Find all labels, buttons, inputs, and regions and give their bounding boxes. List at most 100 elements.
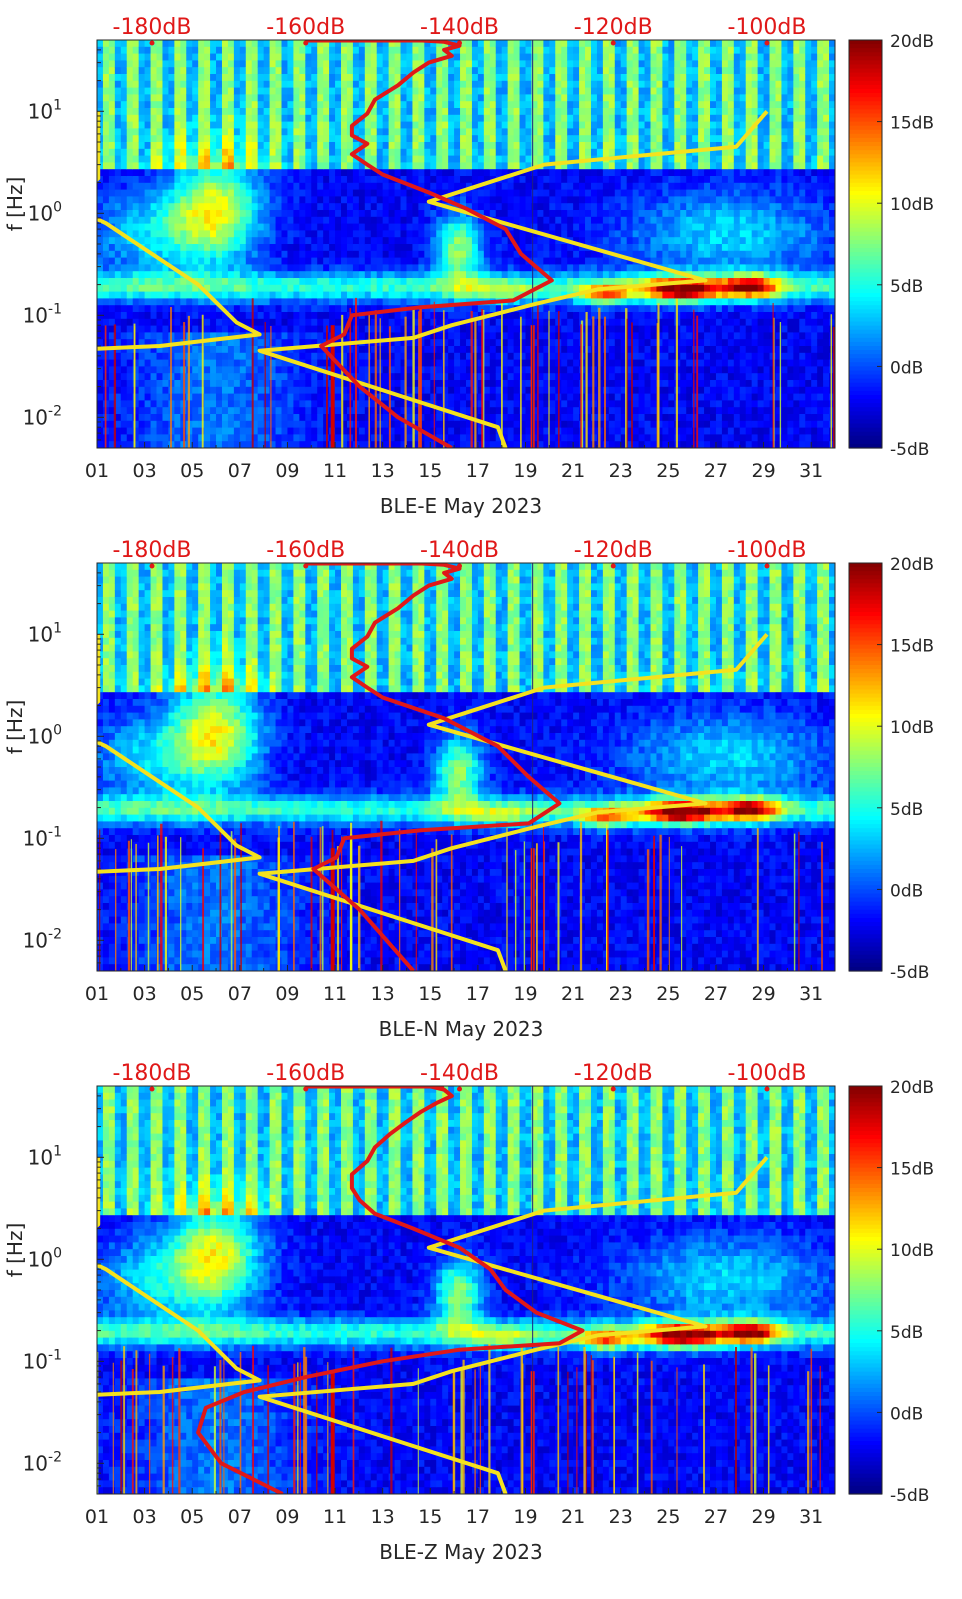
psd-line: [196, 1086, 585, 1494]
psd-line: [305, 40, 554, 448]
x-tick-label: 19: [513, 460, 537, 482]
top-axis-db-label: -140dB: [420, 538, 499, 563]
high-noise-model-line: [257, 632, 769, 971]
top-axis-db-label: -100dB: [728, 1061, 807, 1086]
top-axis-db-label: -100dB: [728, 538, 807, 563]
top-axis-db-label: -160dB: [266, 15, 345, 40]
top-axis-db-label: -140dB: [420, 15, 499, 40]
x-tick-label: 03: [133, 460, 157, 482]
psd-line: [305, 563, 562, 971]
x-tick-label: 07: [228, 983, 252, 1005]
panel-ble-z: 01 03 05 07 09 11 13 15 17 19 21 23 25 27 29 31 10-2 10-1…: [3, 1061, 934, 1564]
colorbar-tick-label: 10dB: [890, 195, 934, 215]
y-tick-label: 101: [28, 620, 62, 646]
x-tick-label: 23: [609, 983, 633, 1005]
low-noise-model-line: [97, 111, 262, 351]
x-tick-label: 13: [371, 460, 395, 482]
x-tick-label: 01: [85, 1506, 109, 1528]
x-tick-label: 07: [228, 460, 252, 482]
x-tick-label: 11: [323, 460, 347, 482]
top-axis-db-label: -180dB: [113, 538, 192, 563]
x-tick-label: 27: [704, 460, 728, 482]
colorbar: 20dB 15dB 10dB 5dB 0dB -5dB: [848, 32, 934, 460]
y-tick-label: 100: [28, 722, 62, 748]
y-axis-label: f [Hz]: [3, 700, 27, 755]
colorbar-tick-label: 15dB: [890, 637, 934, 657]
x-tick-label: 31: [799, 460, 823, 482]
x-tick-label: 17: [466, 1506, 490, 1528]
x-tick-label: 23: [609, 460, 633, 482]
low-noise-model-line: [97, 634, 262, 874]
top-axis-db-label: -160dB: [266, 538, 345, 563]
y-tick-label: 10-1: [23, 1347, 62, 1373]
colorbar-tick-label: 10dB: [890, 1241, 934, 1261]
x-tick-label: 31: [799, 983, 823, 1005]
x-tick-label: 13: [371, 1506, 395, 1528]
y-axis-label: f [Hz]: [3, 177, 27, 232]
high-noise-model-line: [257, 109, 769, 448]
y-tick-label: 10-2: [23, 403, 62, 429]
x-axis-label: BLE-E May 2023: [380, 494, 542, 518]
x-tick-label: 25: [656, 460, 680, 482]
y-axis-label: f [Hz]: [3, 1223, 27, 1278]
heatmap: [97, 563, 835, 971]
x-tick-label: 09: [275, 1506, 299, 1528]
x-tick-label: 23: [609, 1506, 633, 1528]
x-tick-label: 15: [418, 983, 442, 1005]
y-tick-label: 101: [28, 97, 62, 123]
x-axis-label: BLE-N May 2023: [379, 1017, 544, 1041]
low-noise-model-line: [97, 1157, 262, 1397]
top-axis-db-label: -180dB: [113, 15, 192, 40]
heatmap: [97, 40, 835, 448]
x-tick-label: 27: [704, 983, 728, 1005]
x-tick-label: 11: [323, 983, 347, 1005]
colorbar-tick-label: 20dB: [890, 32, 934, 52]
colorbar-tick-label: 10dB: [890, 718, 934, 738]
x-axis-label: BLE-Z May 2023: [379, 1540, 542, 1564]
x-tick-label: 01: [85, 460, 109, 482]
panel-ble-e: 01 03 05 07 09 11 13 15 17 19 21 23 25 27 29 31 10-2 10-1…: [3, 15, 934, 518]
x-tick-label: 19: [513, 1506, 537, 1528]
x-tick-label: 15: [418, 1506, 442, 1528]
colorbar-tick-label: 5dB: [890, 1323, 923, 1343]
top-axis-db-label: -140dB: [420, 1061, 499, 1086]
colorbar: 20dB 15dB 10dB 5dB 0dB -5dB: [848, 555, 934, 983]
x-tick-label: 25: [656, 1506, 680, 1528]
top-axis-db-label: -120dB: [574, 1061, 653, 1086]
top-axis-db-label: -180dB: [113, 1061, 192, 1086]
x-tick-label: 21: [561, 460, 585, 482]
x-tick-label: 29: [751, 460, 775, 482]
x-tick-label: 29: [751, 1506, 775, 1528]
colorbar-tick-label: -5dB: [890, 1486, 929, 1506]
y-tick-label: 10-1: [23, 301, 62, 327]
colorbar-tick-label: 20dB: [890, 1078, 934, 1098]
x-tick-label: 07: [228, 1506, 252, 1528]
top-axis-db-label: -160dB: [266, 1061, 345, 1086]
high-noise-model-line: [257, 1155, 769, 1494]
colorbar-tick-label: 20dB: [890, 555, 934, 575]
y-tick-label: 10-1: [23, 824, 62, 850]
colorbar-tick-label: -5dB: [890, 963, 929, 983]
colorbar-tick-label: 0dB: [890, 1404, 923, 1424]
x-tick-label: 21: [561, 1506, 585, 1528]
colorbar-tick-label: 5dB: [890, 277, 923, 297]
x-tick-label: 17: [466, 460, 490, 482]
heatmap: [97, 1086, 835, 1494]
x-tick-label: 09: [275, 983, 299, 1005]
x-tick-label: 27: [704, 1506, 728, 1528]
colorbar-tick-label: -5dB: [890, 440, 929, 460]
colorbar-tick-label: 15dB: [890, 1160, 934, 1180]
x-tick-label: 01: [85, 983, 109, 1005]
x-tick-label: 29: [751, 983, 775, 1005]
x-tick-label: 15: [418, 460, 442, 482]
y-tick-label: 100: [28, 199, 62, 225]
x-tick-label: 05: [180, 1506, 204, 1528]
x-tick-label: 05: [180, 983, 204, 1005]
y-tick-label: 10-2: [23, 926, 62, 952]
x-tick-label: 17: [466, 983, 490, 1005]
x-tick-label: 19: [513, 983, 537, 1005]
x-tick-label: 11: [323, 1506, 347, 1528]
colorbar: 20dB 15dB 10dB 5dB 0dB -5dB: [848, 1078, 934, 1506]
x-tick-label: 09: [275, 460, 299, 482]
top-axis-db-label: -120dB: [574, 538, 653, 563]
